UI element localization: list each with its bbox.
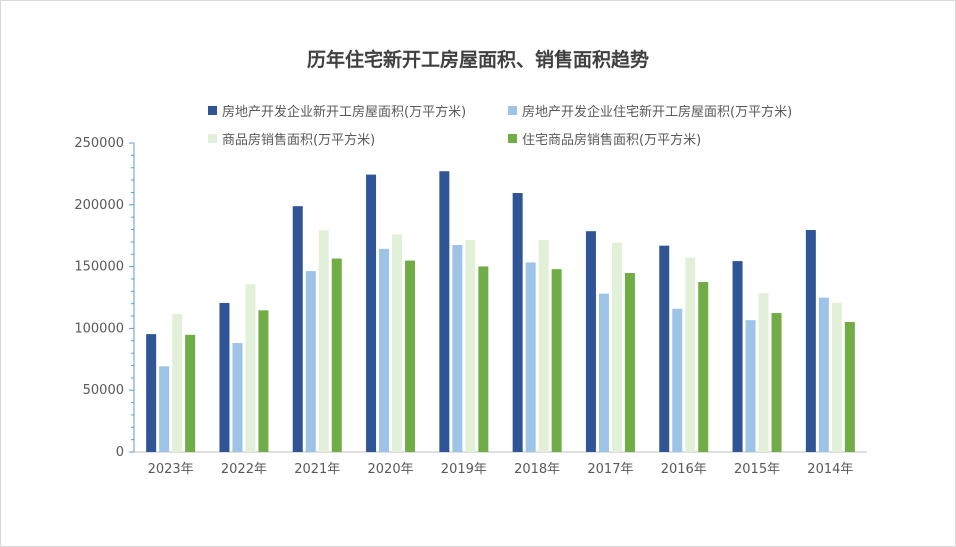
bar [758, 293, 769, 452]
bar [172, 313, 183, 452]
x-tick-label: 2015年 [734, 462, 780, 477]
legend-swatch-residential-sales [508, 134, 517, 143]
x-tick-label: 2019年 [441, 462, 487, 477]
x-tick-label: 2021年 [294, 462, 340, 477]
bar [305, 271, 316, 452]
bar [818, 297, 829, 452]
y-tick-label: 50000 [83, 383, 124, 398]
bar [146, 334, 157, 452]
bar [611, 242, 622, 452]
bar [624, 273, 635, 452]
bar [465, 239, 476, 452]
bar [405, 260, 416, 452]
bar [245, 284, 256, 452]
x-tick-label: 2014年 [807, 462, 853, 477]
x-tick-label: 2020年 [368, 462, 414, 477]
y-tick-label: 150000 [74, 260, 124, 275]
bar [219, 302, 230, 452]
bar [538, 240, 549, 452]
bar [805, 230, 816, 452]
y-tick-label: 200000 [74, 198, 124, 213]
bar [698, 282, 709, 452]
bar [452, 245, 463, 452]
bar [379, 248, 390, 452]
bar [512, 193, 523, 452]
bar [672, 308, 683, 452]
legend-item-sales: 商品房销售面积(万平方米) [208, 129, 375, 148]
bar [685, 257, 696, 452]
bar [525, 262, 536, 452]
bar [844, 321, 855, 452]
legend-item-residential-sales: 住宅商品房销售面积(万平方米) [508, 129, 701, 148]
bar [771, 313, 782, 452]
x-tick-label: 2016年 [661, 462, 707, 477]
bar [745, 320, 756, 452]
legend-label-residential-sales: 住宅商品房销售面积(万平方米) [522, 133, 702, 148]
legend-label-sales: 商品房销售面积(万平方米) [222, 133, 376, 148]
legend-item-new-construction: 房地产开发企业新开工房屋面积(万平方米) [208, 101, 466, 120]
legend-swatch-new-construction [208, 106, 217, 115]
bar [478, 266, 489, 452]
legend-swatch-sales [208, 134, 217, 143]
x-tick-label: 2023年 [148, 462, 194, 477]
bar [331, 258, 342, 452]
legend-label-residential-new-construction: 房地产开发企业住宅新开工房屋面积(万平方米) [522, 105, 793, 120]
x-tick-label: 2018年 [514, 462, 560, 477]
bar [831, 302, 842, 452]
bar [439, 171, 450, 452]
legend-label-new-construction: 房地产开发企业新开工房屋面积(万平方米) [222, 105, 467, 120]
bar [392, 234, 403, 452]
chart-title: 历年住宅新开工房屋面积、销售面积趋势 [306, 49, 649, 71]
bar [598, 293, 609, 452]
y-tick-label: 0 [116, 445, 124, 460]
x-tick-label: 2017年 [587, 462, 633, 477]
bar [159, 366, 170, 452]
bar [732, 261, 743, 452]
bar [659, 245, 670, 452]
legend-swatch-residential-new-construction [508, 106, 517, 115]
bar [292, 206, 303, 452]
bar [585, 231, 596, 452]
bar [185, 334, 196, 452]
y-tick-label: 100000 [74, 321, 124, 336]
bar [318, 230, 329, 452]
bar [258, 310, 269, 452]
x-tick-label: 2022年 [221, 462, 267, 477]
bar [232, 343, 243, 452]
bar [551, 269, 562, 452]
bar [366, 174, 377, 452]
y-tick-label: 250000 [74, 136, 124, 151]
legend-item-residential-new-construction: 房地产开发企业住宅新开工房屋面积(万平方米) [508, 101, 792, 120]
